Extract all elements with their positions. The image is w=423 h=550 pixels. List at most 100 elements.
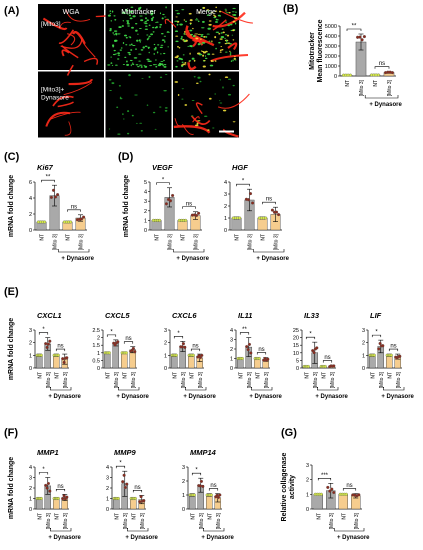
mitochondria-dot: [181, 9, 185, 11]
y-axis-title-line: Mitotracker: [309, 32, 316, 70]
mitochondria-dot: [113, 15, 116, 17]
mitochondria-dot: [208, 23, 212, 26]
mitochondria-dot: [125, 44, 128, 46]
y-axis-title: MitotrackerMean fluorescence: [309, 19, 324, 82]
y-tick-label: 3: [230, 338, 233, 344]
replicate-dot: [257, 356, 261, 361]
mitochondria-dot: [207, 10, 210, 12]
replicate-dot: [164, 202, 168, 206]
y-axis-title: mRNA fold change: [123, 175, 130, 237]
bar: [338, 494, 348, 510]
mitochondria-dot: [188, 12, 192, 15]
significance-bracket: [173, 336, 184, 339]
replicate-dot: [62, 494, 66, 498]
mitochondria-dot: [144, 13, 148, 15]
mitochondria-dot: [158, 62, 162, 65]
y-tick-label: 0: [334, 74, 337, 80]
micrograph-column-label: Mitotracker: [121, 9, 156, 16]
significance-bracket: [208, 488, 219, 491]
y-tick-label: 2: [29, 486, 32, 492]
significance-bracket: [123, 341, 134, 344]
dynasore-bracket: [118, 387, 140, 391]
replicate-dot: [358, 35, 362, 39]
mitochondria-dot: [219, 38, 223, 40]
mitochondria-dot: [126, 63, 130, 66]
replicate-dot: [312, 351, 316, 355]
y-tick-label: 1000: [325, 64, 337, 70]
replicate-dot: [198, 355, 202, 360]
mitochondria-dot: [202, 54, 205, 57]
mitochondria-dot: [123, 118, 125, 120]
mitochondria-dot: [218, 41, 221, 44]
mitochondria-dot: [111, 10, 114, 13]
mitochondria-dot: [122, 113, 124, 116]
replicate-dot: [360, 38, 364, 42]
membrane-stain-stroke: [192, 116, 200, 123]
y-tick-label: 0: [106, 507, 109, 513]
mitochondria-dot: [147, 47, 150, 49]
y-tick-label: 3: [106, 476, 109, 482]
replicate-dot: [209, 493, 213, 497]
bar: [257, 217, 268, 231]
replicate-dot: [44, 342, 48, 346]
mitochondria-dot: [163, 66, 167, 68]
replicate-dot: [332, 364, 336, 368]
mitochondria-dot: [118, 26, 122, 29]
replicate-dot: [247, 342, 251, 346]
mitochondria-dot: [229, 23, 233, 26]
membrane-stain-stroke: [185, 25, 202, 41]
category-label: NT: [114, 513, 120, 520]
mitochondria-dot: [148, 51, 150, 54]
membrane-stain-stroke: [65, 8, 91, 22]
bar-chart-vegf: (D) VEGF 0 1 2 3 4 5 mRNA fold change NT [Mito 3] N…: [118, 151, 210, 262]
replicate-dot: [69, 220, 73, 224]
y-axis-title-line: mRNA fold change: [8, 175, 15, 237]
mitochondria-dot: [209, 64, 214, 67]
significance-bracket: [262, 201, 276, 205]
bar: [52, 355, 60, 369]
mitochondria-dot: [165, 74, 168, 76]
panel-letter: (E): [4, 286, 19, 298]
dynasore-bracket: [203, 528, 225, 532]
significance-label: ns: [266, 197, 272, 203]
mitochondria-dot: [226, 34, 230, 37]
mitochondria-dot: [160, 61, 164, 63]
y-tick-label: 1: [230, 357, 233, 363]
dynasore-label: + Dynasore: [249, 394, 282, 400]
category-label: NT: [341, 513, 347, 520]
mitochondria-dot: [221, 49, 224, 51]
mitochondria-dot: [133, 57, 138, 59]
significance-bracket: [115, 465, 126, 469]
y-tick-label: 0: [230, 366, 233, 372]
mitochondria-dot: [110, 20, 113, 22]
significance-bracket: [236, 183, 250, 187]
replicate-dot: [180, 345, 184, 349]
mitochondria-dot: [176, 23, 179, 26]
mitochondria-dot: [146, 34, 149, 36]
y-tick-label: 0: [224, 228, 227, 234]
y-tick-label: 0: [97, 366, 100, 372]
significance-bracket: [346, 28, 362, 31]
category-label: [Mito 3]: [181, 371, 187, 388]
mitochondria-dot: [217, 14, 221, 17]
mitochondria-dot: [177, 94, 180, 96]
replicate-dot: [65, 356, 69, 360]
mitochondria-dot: [214, 93, 216, 95]
mitochondria-dot: [108, 128, 111, 130]
membrane-stain-stroke: [217, 93, 250, 109]
membrane-stain-stroke: [227, 42, 238, 51]
mitochondria-dot: [234, 56, 236, 58]
category-label: [Mito 3]: [63, 512, 69, 529]
membrane-stain-stroke: [192, 38, 197, 48]
replicate-dot: [246, 348, 250, 352]
category-label: [Mito 3]: [194, 233, 200, 250]
y-tick-label: 0: [144, 228, 147, 234]
mitochondria-dot: [200, 50, 203, 52]
y-tick-label: 3: [306, 463, 309, 469]
replicate-dot: [82, 215, 86, 219]
mitochondria-dot: [188, 60, 191, 62]
mitochondria-dot: [176, 12, 180, 15]
dynasore-label: + Dynasore: [48, 394, 81, 400]
significance-bracket: [374, 66, 390, 69]
membrane-stain-stroke: [61, 49, 70, 57]
